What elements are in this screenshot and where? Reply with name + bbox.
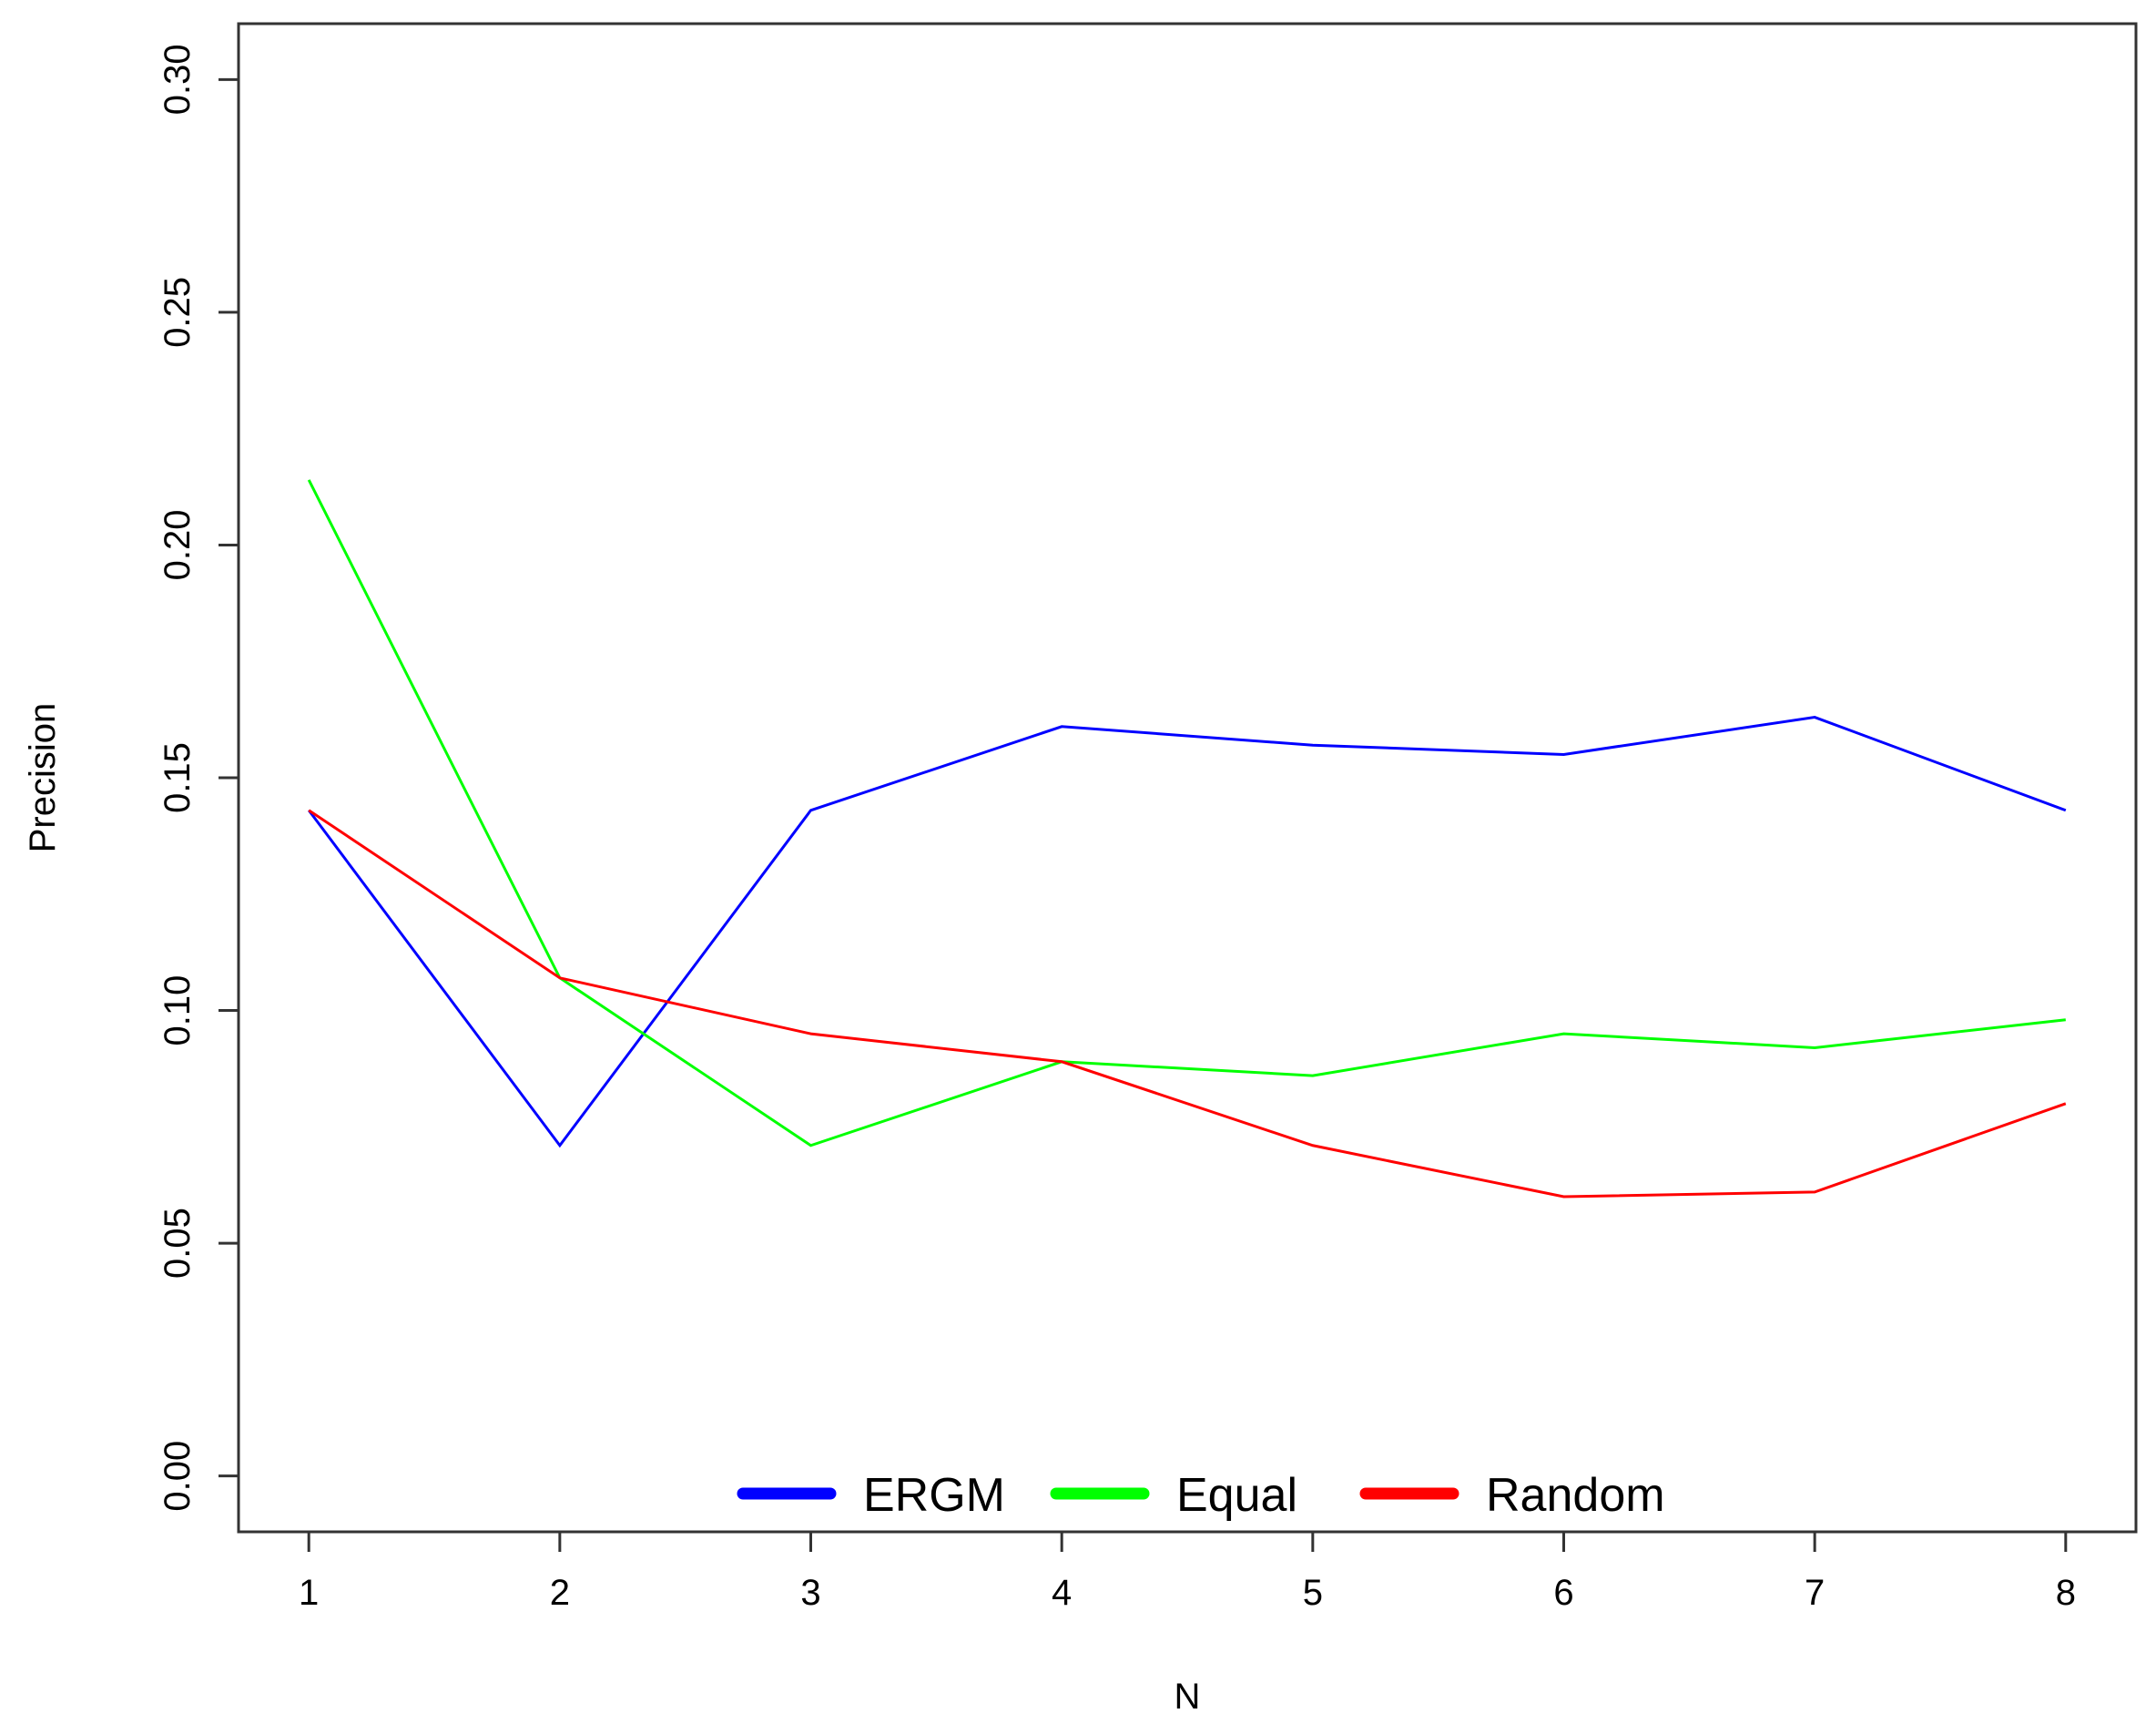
x-tick-label: 5 <box>1303 1573 1323 1613</box>
series-line-ergm <box>307 716 2067 1148</box>
y-tick-label: 0.05 <box>158 1208 198 1279</box>
x-tick-label: 4 <box>1052 1573 1072 1613</box>
y-tick-label: 0.20 <box>158 510 198 581</box>
x-axis: 1 2 3 4 5 6 7 8 <box>299 1532 2076 1613</box>
x-tick-label: 6 <box>1553 1573 1573 1613</box>
y-tick-label: 0.30 <box>158 44 198 115</box>
legend-label-ergm: ERGM <box>863 1469 1005 1522</box>
plot-frame <box>237 22 2138 1534</box>
y-tick-label: 0.00 <box>158 1441 198 1512</box>
series-layer <box>307 479 2067 1198</box>
y-tick-label: 0.10 <box>158 975 198 1046</box>
x-tick-label: 3 <box>800 1573 820 1613</box>
series-line-equal <box>307 479 2066 1148</box>
y-axis-label: Precision <box>23 703 63 853</box>
x-tick-label: 8 <box>2056 1573 2076 1613</box>
legend-label-random: Random <box>1486 1469 1665 1522</box>
x-tick-label: 2 <box>550 1573 570 1613</box>
x-tick-label: 7 <box>1805 1573 1825 1613</box>
x-axis-label: N <box>1175 1677 1201 1717</box>
legend: ERGM Equal Random <box>737 1469 1665 1522</box>
series-line-random <box>308 809 2067 1198</box>
y-tick-label: 0.25 <box>158 277 198 348</box>
x-tick-label: 1 <box>299 1573 319 1613</box>
legend-label-equal: Equal <box>1176 1469 1297 1522</box>
y-axis: 0.00 0.05 0.10 0.15 0.20 0.25 0.30 <box>158 44 239 1512</box>
y-tick-label: 0.15 <box>158 742 198 813</box>
